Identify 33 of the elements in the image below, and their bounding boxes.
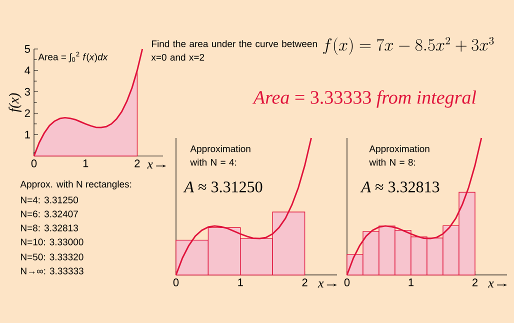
text: N→∞: 3.33333	[20, 268, 84, 274]
x-tick-label: 2	[302, 278, 308, 286]
y-tick-label: 4	[24, 66, 30, 74]
x-tick-label: 0	[344, 278, 350, 286]
y-tick-label: 2	[24, 109, 30, 118]
text: Area = 3.33333 from integral	[252, 90, 476, 108]
annotation: A ≈ 3.31250	[183, 182, 262, 192]
y-tick-label: 1	[25, 130, 30, 138]
x-tick-label: 1	[83, 160, 88, 168]
x-tick-label: 2	[472, 278, 478, 286]
annotation: Approximation with N = 8:	[369, 145, 430, 166]
x-tick-label: 2	[134, 160, 140, 168]
annotation: A ≈ 3.32813	[360, 182, 440, 192]
text: N=6: 3.32407	[20, 210, 78, 218]
annotation: Find the area under the curve between x=0 and x=2	[151, 40, 317, 61]
text: Approx. with N rectangles:	[20, 180, 132, 190]
y-axis-title: f(x)	[8, 93, 22, 112]
x-axis-title: x	[318, 282, 324, 288]
annotation: Area = ∫$_{0}$$^{2}$ f(x)dx	[38, 52, 108, 62]
text: N=10: 3.33000	[20, 238, 84, 246]
y-tick-label: 5	[24, 45, 30, 53]
x-axis-title: x	[147, 162, 153, 168]
x-tick-label: 0	[173, 278, 179, 286]
text: N=50: 3.33320	[20, 254, 84, 260]
text: N=8: 3.32813	[20, 224, 78, 232]
y-tick-label: 3	[24, 88, 30, 96]
x-tick-label: 0	[31, 160, 37, 168]
x-tick-label: 1	[238, 278, 243, 286]
x-tick-label: 1	[408, 278, 414, 286]
x-axis-title: x	[488, 282, 494, 288]
text: N=4: 3.31250	[20, 196, 78, 204]
annotation: Approximation with N = 4:	[190, 145, 250, 166]
text: $f(x) = 7x - 8.5x^{2} + 3x^{3}$	[323, 36, 494, 55]
